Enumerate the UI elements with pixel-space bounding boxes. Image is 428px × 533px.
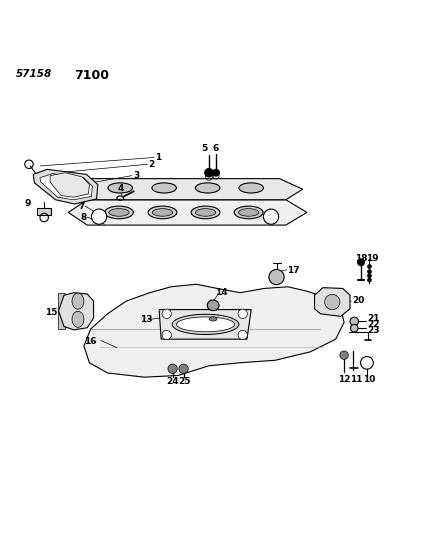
Text: 14: 14 [215, 288, 227, 297]
Text: 23: 23 [367, 326, 380, 335]
Ellipse shape [148, 206, 177, 219]
Ellipse shape [234, 206, 263, 219]
Circle shape [351, 325, 358, 332]
Polygon shape [315, 288, 350, 317]
Text: 13: 13 [140, 315, 152, 324]
Text: 6: 6 [212, 144, 219, 153]
Ellipse shape [196, 183, 220, 193]
Polygon shape [37, 208, 51, 215]
Polygon shape [58, 293, 65, 329]
Circle shape [367, 264, 372, 269]
Polygon shape [68, 200, 307, 225]
Circle shape [92, 209, 107, 224]
Text: 10: 10 [363, 375, 375, 384]
Ellipse shape [72, 293, 84, 309]
Circle shape [340, 351, 348, 359]
Polygon shape [159, 310, 251, 339]
Text: 25: 25 [178, 377, 190, 386]
Circle shape [179, 364, 188, 374]
Text: 8: 8 [80, 213, 86, 222]
Text: 12: 12 [338, 375, 350, 384]
Text: 15: 15 [45, 308, 57, 317]
Text: 4: 4 [118, 184, 124, 193]
Circle shape [162, 309, 171, 318]
Text: 2: 2 [148, 160, 155, 169]
Polygon shape [66, 179, 303, 200]
Text: 7: 7 [78, 201, 84, 211]
Ellipse shape [109, 208, 129, 216]
Text: 21: 21 [367, 313, 380, 322]
Text: 24: 24 [166, 377, 179, 386]
Circle shape [325, 294, 340, 310]
Ellipse shape [238, 208, 259, 216]
Ellipse shape [207, 300, 219, 311]
Ellipse shape [209, 317, 217, 321]
Text: 1: 1 [155, 152, 161, 161]
Ellipse shape [152, 183, 176, 193]
Polygon shape [33, 169, 98, 204]
Text: 20: 20 [353, 296, 365, 305]
Ellipse shape [104, 206, 133, 219]
Text: 7100: 7100 [74, 69, 110, 82]
Text: 17: 17 [288, 266, 300, 275]
Polygon shape [40, 174, 92, 200]
Text: 57158: 57158 [15, 69, 52, 79]
Circle shape [350, 317, 359, 326]
Ellipse shape [191, 206, 220, 219]
Ellipse shape [172, 314, 239, 335]
Ellipse shape [176, 317, 235, 332]
Text: 3: 3 [133, 171, 139, 180]
Polygon shape [84, 284, 344, 377]
Text: 19: 19 [366, 254, 379, 263]
Ellipse shape [196, 208, 216, 216]
Text: 9: 9 [25, 199, 31, 208]
Circle shape [238, 309, 247, 318]
Ellipse shape [108, 183, 133, 193]
Text: 22: 22 [367, 320, 380, 329]
Text: 11: 11 [350, 375, 363, 384]
Ellipse shape [152, 208, 172, 216]
Text: 18: 18 [355, 254, 368, 263]
Ellipse shape [72, 311, 84, 327]
Circle shape [238, 330, 247, 340]
Polygon shape [59, 293, 94, 330]
Circle shape [367, 278, 372, 282]
Polygon shape [50, 173, 89, 197]
Circle shape [205, 168, 213, 177]
Circle shape [358, 259, 364, 265]
Circle shape [213, 169, 220, 176]
Text: 16: 16 [84, 337, 96, 346]
Circle shape [367, 273, 372, 278]
Circle shape [263, 209, 279, 224]
Circle shape [269, 270, 284, 285]
Circle shape [367, 270, 372, 273]
Text: 5: 5 [201, 144, 208, 153]
Circle shape [168, 364, 177, 374]
Circle shape [162, 330, 171, 340]
Ellipse shape [239, 183, 263, 193]
